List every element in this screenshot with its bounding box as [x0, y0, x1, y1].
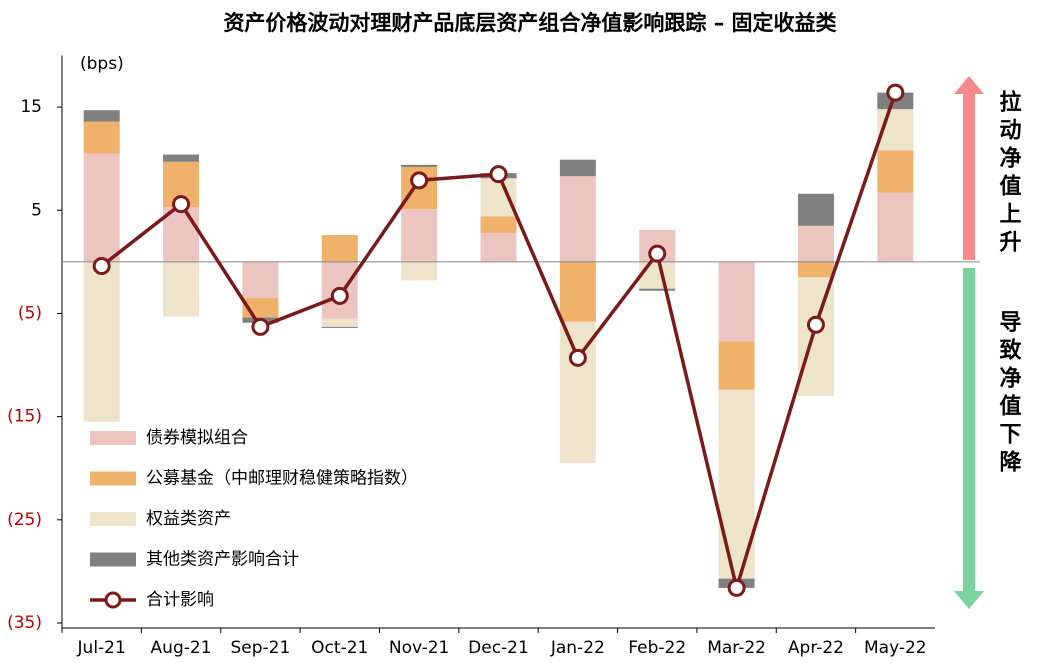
- bar: [163, 154, 200, 162]
- legend-swatch: [90, 552, 136, 567]
- arrow-down-head: [954, 591, 984, 609]
- x-tick-label: Oct-21: [311, 638, 368, 658]
- bar: [401, 209, 438, 262]
- x-tick-label: Dec-21: [468, 638, 529, 658]
- y-tick-label: (35): [7, 613, 42, 633]
- bar: [718, 261, 755, 342]
- line-marker: [886, 83, 905, 102]
- bar: [163, 207, 200, 262]
- y-tick-label: (5): [18, 303, 42, 323]
- legend-label: 公募基金（中邮理财稳健策略指数）: [146, 469, 418, 489]
- line-marker: [568, 348, 587, 367]
- x-tick-label: May-22: [864, 638, 927, 658]
- bar: [83, 110, 120, 122]
- line-marker: [251, 317, 270, 336]
- bar: [877, 192, 914, 262]
- legend-swatch: [90, 471, 136, 486]
- bar: [639, 288, 676, 291]
- line-marker: [410, 171, 429, 190]
- bar: [480, 178, 517, 217]
- legend-label: 债券模拟组合: [146, 428, 248, 448]
- bar: [321, 326, 358, 328]
- bar: [797, 277, 834, 396]
- x-tick-label: Sep-21: [231, 638, 291, 658]
- bar: [163, 261, 200, 317]
- line-marker: [806, 315, 825, 334]
- bar: [480, 232, 517, 262]
- x-tick-label: Nov-21: [389, 638, 450, 658]
- x-tick-label: Feb-22: [628, 638, 686, 658]
- chart-title: 资产价格波动对理财产品底层资产组合净值影响跟踪 – 固定收益类: [223, 11, 837, 35]
- line-marker: [648, 244, 667, 263]
- bar: [559, 261, 596, 322]
- bar: [401, 261, 438, 281]
- y-tick-label: 15: [20, 97, 42, 117]
- bar: [83, 153, 120, 262]
- legend-swatch: [104, 591, 122, 609]
- x-tick-label: Jan-22: [550, 638, 605, 658]
- annotation: 拉动净值上升: [996, 89, 1022, 258]
- bar: [797, 193, 834, 226]
- bar: [797, 225, 834, 262]
- x-tick-label: Aug-21: [151, 638, 212, 658]
- bar: [877, 150, 914, 193]
- arrow-up: [963, 92, 975, 260]
- legend-label: 其他类资产影响合计: [146, 550, 299, 570]
- y-axis-label: (bps): [80, 54, 124, 74]
- line-marker: [489, 165, 508, 184]
- legend-label: 权益类资产: [146, 509, 231, 529]
- arrow-down: [963, 268, 975, 593]
- y-tick-label: (25): [7, 510, 42, 530]
- bar: [83, 121, 120, 154]
- bar: [559, 176, 596, 262]
- bar: [480, 216, 517, 233]
- bar: [401, 164, 438, 167]
- legend-label: 合计影响: [146, 590, 214, 610]
- x-tick-label: Mar-22: [707, 638, 766, 658]
- line-marker: [330, 286, 349, 305]
- bar: [83, 261, 120, 422]
- bar: [321, 318, 358, 327]
- x-tick-label: Jul-21: [77, 638, 126, 658]
- legend-swatch: [90, 431, 136, 445]
- y-tick-label: (15): [7, 407, 42, 427]
- arrow-up-head: [954, 76, 984, 94]
- legend-swatch: [90, 512, 136, 526]
- bar: [718, 341, 755, 390]
- bar: [797, 261, 834, 278]
- annotation: 导致净值下降: [996, 310, 1022, 478]
- line-marker: [727, 578, 746, 597]
- bar: [242, 261, 279, 298]
- bar: [321, 235, 358, 262]
- line-marker: [172, 195, 191, 214]
- line-marker: [92, 256, 111, 275]
- y-tick-label: 5: [31, 200, 42, 220]
- bar: [559, 321, 596, 464]
- bar: [639, 261, 676, 289]
- bar: [559, 159, 596, 177]
- x-tick-label: Apr-22: [788, 638, 844, 658]
